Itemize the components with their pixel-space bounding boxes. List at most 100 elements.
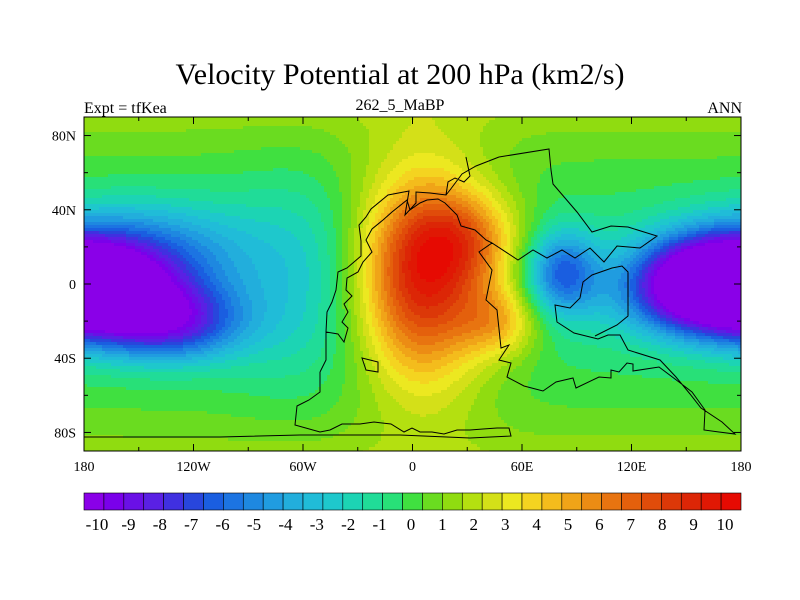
field-cell — [528, 159, 532, 163]
field-cell — [264, 174, 268, 178]
field-cell — [561, 168, 565, 172]
field-cell — [339, 123, 343, 127]
field-cell — [117, 174, 121, 178]
field-cell — [246, 126, 250, 130]
field-cell — [666, 129, 670, 133]
field-cell — [270, 159, 274, 163]
field-cell — [363, 126, 367, 130]
field-cell — [90, 177, 94, 181]
field-cell — [471, 132, 475, 136]
field-cell — [405, 141, 409, 145]
field-cell — [702, 162, 706, 166]
field-cell — [717, 177, 721, 181]
field-cell — [315, 180, 319, 184]
field-cell — [606, 138, 610, 142]
field-cell — [657, 165, 661, 169]
field-cell — [678, 171, 682, 175]
field-cell — [480, 132, 484, 136]
field-cell — [486, 162, 490, 166]
field-cell — [633, 168, 637, 172]
field-cell — [282, 132, 286, 136]
field-cell — [498, 168, 502, 172]
field-cell — [348, 126, 352, 130]
field-cell — [705, 153, 709, 157]
field-cell — [435, 159, 439, 163]
field-cell — [426, 150, 430, 154]
field-cell — [213, 117, 217, 121]
field-cell — [402, 126, 406, 130]
field-cell — [549, 120, 553, 124]
field-cell — [237, 183, 241, 187]
field-cell — [567, 159, 571, 163]
field-cell — [249, 147, 253, 151]
field-cell — [396, 150, 400, 154]
field-cell — [609, 153, 613, 157]
field-cell — [597, 135, 601, 139]
field-cell — [162, 117, 166, 121]
field-cell — [495, 132, 499, 136]
field-cell — [126, 132, 130, 136]
field-cell — [87, 132, 91, 136]
field-cell — [621, 138, 625, 142]
field-cell — [327, 153, 331, 157]
field-cell — [222, 177, 226, 181]
field-cell — [621, 159, 625, 163]
field-cell — [456, 165, 460, 169]
field-cell — [264, 129, 268, 133]
field-cell — [729, 120, 733, 124]
field-cell — [300, 141, 304, 145]
field-cell — [735, 153, 739, 157]
field-cell — [381, 147, 385, 151]
field-cell — [588, 135, 592, 139]
field-cell — [108, 132, 112, 136]
field-cell — [405, 150, 409, 154]
field-cell — [354, 150, 358, 154]
field-cell — [570, 168, 574, 172]
field-cell — [192, 168, 196, 172]
field-cell — [213, 180, 217, 184]
field-cell — [468, 153, 472, 157]
field-cell — [327, 177, 331, 181]
field-cell — [90, 147, 94, 151]
field-cell — [126, 180, 130, 184]
field-cell — [402, 147, 406, 151]
field-cell — [327, 162, 331, 166]
field-cell — [384, 183, 388, 187]
field-cell — [324, 117, 328, 121]
field-cell — [585, 180, 589, 184]
field-cell — [195, 165, 199, 169]
field-cell — [219, 126, 223, 130]
field-cell — [603, 135, 607, 139]
field-cell — [228, 123, 232, 127]
field-cell — [399, 168, 403, 172]
field-cell — [402, 117, 406, 121]
field-cell — [120, 165, 124, 169]
field-cell — [696, 141, 700, 145]
field-cell — [300, 168, 304, 172]
field-cell — [501, 123, 505, 127]
field-cell — [90, 153, 94, 157]
field-cell — [456, 117, 460, 121]
field-cell — [543, 183, 547, 187]
field-cell — [342, 150, 346, 154]
field-cell — [708, 159, 712, 163]
field-cell — [645, 150, 649, 154]
field-cell — [438, 141, 442, 145]
field-cell — [573, 123, 577, 127]
field-cell — [492, 174, 496, 178]
field-cell — [294, 162, 298, 166]
field-cell — [192, 135, 196, 139]
field-cell — [390, 123, 394, 127]
field-cell — [348, 135, 352, 139]
field-cell — [420, 147, 424, 151]
field-cell — [324, 120, 328, 124]
field-cell — [576, 144, 580, 148]
field-cell — [150, 138, 154, 142]
field-cell — [576, 171, 580, 175]
field-cell — [624, 141, 628, 145]
field-cell — [177, 150, 181, 154]
field-cell — [405, 180, 409, 184]
field-cell — [729, 144, 733, 148]
field-cell — [189, 129, 193, 133]
field-cell — [498, 117, 502, 121]
